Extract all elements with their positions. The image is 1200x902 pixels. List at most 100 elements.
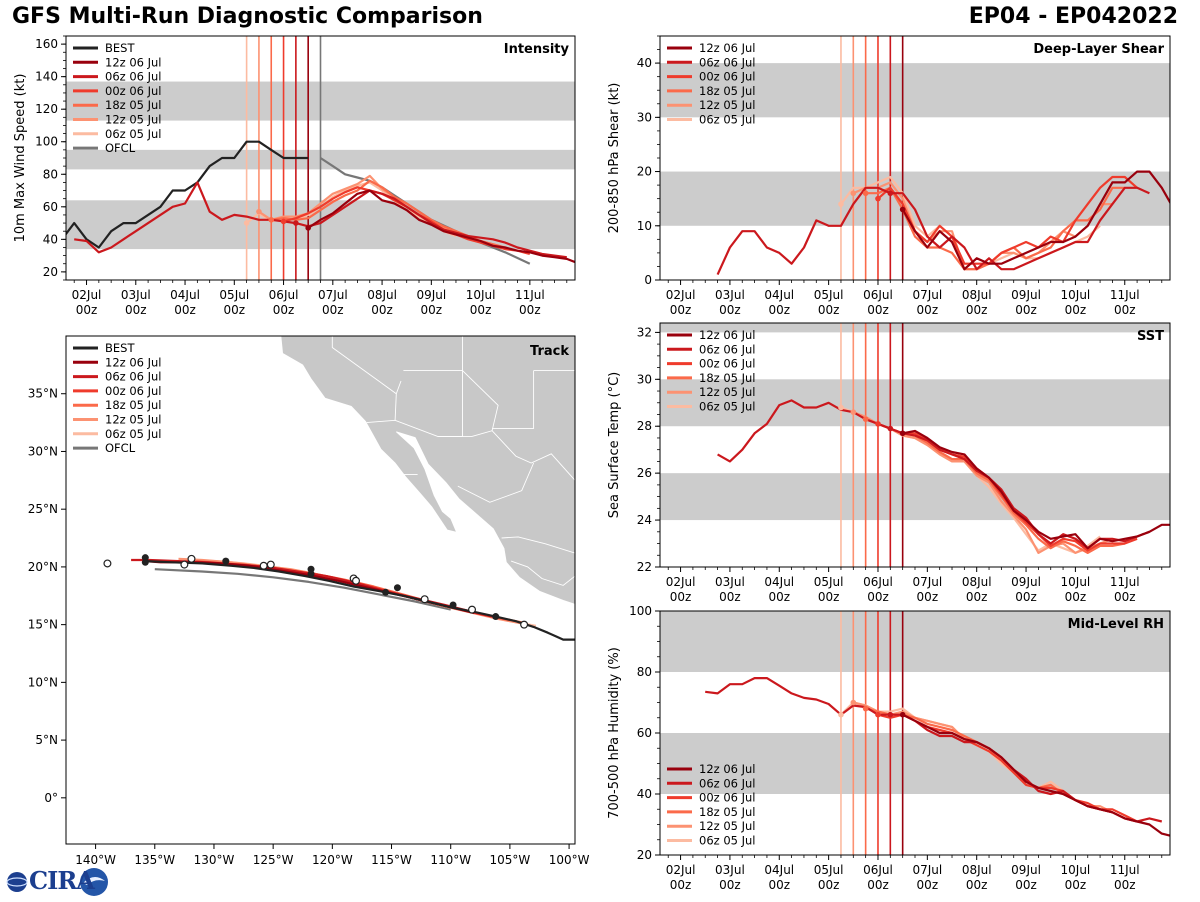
rh-xtick-label: 03Jul — [715, 863, 745, 877]
shear-xtick-label: 02Jul — [666, 288, 696, 302]
logo-swirl — [83, 876, 105, 885]
track-lat-label: 20°N — [28, 560, 58, 574]
shear-band-1 — [660, 63, 1170, 118]
rh-plot-area — [660, 611, 1170, 855]
intensity-init-dot-06z-06-jul — [293, 220, 299, 226]
rh-xtick-label: 08Jul — [962, 863, 992, 877]
shear-ytick-label: 0 — [644, 273, 652, 287]
rh-xtick-sublabel: 00z — [1065, 878, 1087, 892]
sst-title: SST — [1137, 329, 1164, 344]
intensity-series-12z-06-jul — [307, 189, 575, 264]
rh-xtick-sublabel: 00z — [1015, 878, 1037, 892]
shear-xtick-sublabel: 00z — [1015, 303, 1037, 317]
shear-legend-label-18z-05-jul: 18z 05 Jul — [699, 84, 756, 98]
track-legend-label-06z-06-jul: 06z 06 Jul — [105, 370, 162, 384]
track-position-circle — [259, 561, 268, 570]
intensity-legend-label-00z-06-jul: 00z 06 Jul — [105, 84, 162, 98]
rh-xtick-label: 09Jul — [1011, 863, 1041, 877]
intensity-init-dot-06z-05-jul — [243, 220, 250, 226]
rh-ytick-label: 100 — [629, 604, 652, 618]
track-position-circle — [180, 560, 189, 569]
state-border-6 — [457, 462, 535, 503]
rh-xtick-sublabel: 00z — [670, 878, 692, 892]
logo-globe-left — [7, 872, 27, 892]
rh-band-0 — [660, 733, 1170, 794]
rh-ylabel: 700-500 hPa Humidity (%) — [607, 647, 622, 819]
shear-title: Deep-Layer Shear — [1033, 42, 1164, 57]
rh-xtick-sublabel: 00z — [966, 878, 988, 892]
shear-ytick-label: 40 — [637, 56, 652, 70]
track-position-circle — [187, 554, 196, 563]
track-lat-label: 35°N — [28, 387, 58, 401]
intensity-xtick-sublabel: 00z — [371, 303, 393, 317]
rh-legend-label-06z-06-jul: 06z 06 Jul — [699, 776, 756, 790]
shear-legend-label-12z-06-jul: 12z 06 Jul — [699, 41, 756, 55]
rh-ytick-label: 40 — [637, 787, 652, 801]
shear-ytick-label: 10 — [637, 219, 652, 233]
sst-xtick-sublabel: 00z — [966, 590, 988, 604]
intensity-xtick-label: 04Jul — [170, 288, 200, 302]
sst-xtick-sublabel: 00z — [719, 590, 741, 604]
state-border-8 — [510, 560, 575, 586]
intensity-legend-label-18z-05-jul: 18z 05 Jul — [105, 98, 162, 112]
intensity-xtick-label: 11Jul — [515, 288, 545, 302]
rh-xtick-label: 06Jul — [863, 863, 893, 877]
track-position-dot — [222, 557, 230, 565]
north-america-land — [280, 336, 575, 605]
rh-xtick-sublabel: 00z — [768, 878, 790, 892]
rh-legend-label-12z-06-jul: 12z 06 Jul — [699, 762, 756, 776]
shear-init-dot-18z-05-jul — [862, 190, 869, 197]
intensity-ytick-label: 120 — [35, 102, 58, 116]
rh-init-dot-18z-05-jul — [862, 705, 869, 712]
intensity-legend-label-06z-05-jul: 06z 05 Jul — [105, 127, 162, 141]
track-legend-label-06z-05-jul: 06z 05 Jul — [105, 427, 162, 441]
track-position-circle — [468, 605, 477, 614]
rh-xtick-label: 05Jul — [814, 863, 844, 877]
sst-band-2 — [660, 323, 1170, 333]
shear-xtick-sublabel: 00z — [768, 303, 790, 317]
track-position-dot — [393, 584, 401, 592]
intensity-xtick-sublabel: 00z — [421, 303, 443, 317]
intensity-series-06z-06-jul — [74, 181, 567, 259]
sst-xtick-sublabel: 00z — [818, 590, 840, 604]
sst-series-06z-06-jul — [717, 399, 1150, 550]
track-position-circle — [420, 595, 429, 604]
rh-init-dot-00z-06-jul — [875, 711, 881, 718]
sst-legend-label-12z-05-jul: 12z 05 Jul — [699, 385, 756, 399]
shear-ylabel: 200-850 hPa Shear (kt) — [607, 83, 622, 234]
figure-title: GFS Multi-Run Diagnostic Comparison — [12, 4, 483, 29]
shear-xtick-label: 09Jul — [1011, 288, 1041, 302]
track-series-00z-06-jul — [184, 561, 511, 622]
sst-ytick-label: 28 — [637, 419, 652, 433]
shear-xtick-label: 07Jul — [912, 288, 942, 302]
sst-plot-area — [660, 323, 1170, 567]
intensity-xtick-label: 07Jul — [318, 288, 348, 302]
intensity-xtick-label: 08Jul — [367, 288, 397, 302]
rh-title: Mid-Level RH — [1068, 617, 1164, 632]
shear-init-dot-00z-06-jul — [875, 195, 881, 202]
shear-xtick-label: 03Jul — [715, 288, 745, 302]
sst-ytick-label: 24 — [637, 513, 652, 527]
track-frame — [65, 335, 576, 845]
rh-xtick-label: 10Jul — [1061, 863, 1091, 877]
track-best-line — [145, 560, 575, 641]
shear-series-06z-06-jul — [716, 186, 1150, 276]
track-position-dot — [307, 570, 315, 578]
intensity-init-dot-18z-05-jul — [268, 217, 275, 223]
shear-xtick-sublabel: 00z — [1114, 303, 1136, 317]
intensity-ytick-label: 160 — [35, 37, 58, 51]
intensity-xtick-label: 05Jul — [219, 288, 249, 302]
intensity-legend-label-best: BEST — [105, 41, 135, 55]
track-title: Track — [530, 344, 569, 359]
storm-id: EP04 - EP042022 — [968, 4, 1178, 29]
track-plot-area — [103, 336, 575, 641]
sst-ytick-label: 30 — [637, 372, 652, 386]
rh-xtick-sublabel: 00z — [867, 878, 889, 892]
sst-ylabel: Sea Surface Temp (°C) — [607, 372, 622, 519]
sst-ytick-label: 22 — [637, 560, 652, 574]
intensity-xtick-label: 09Jul — [416, 288, 446, 302]
intensity-plot-area — [66, 36, 575, 280]
track-position-dot — [382, 588, 390, 596]
